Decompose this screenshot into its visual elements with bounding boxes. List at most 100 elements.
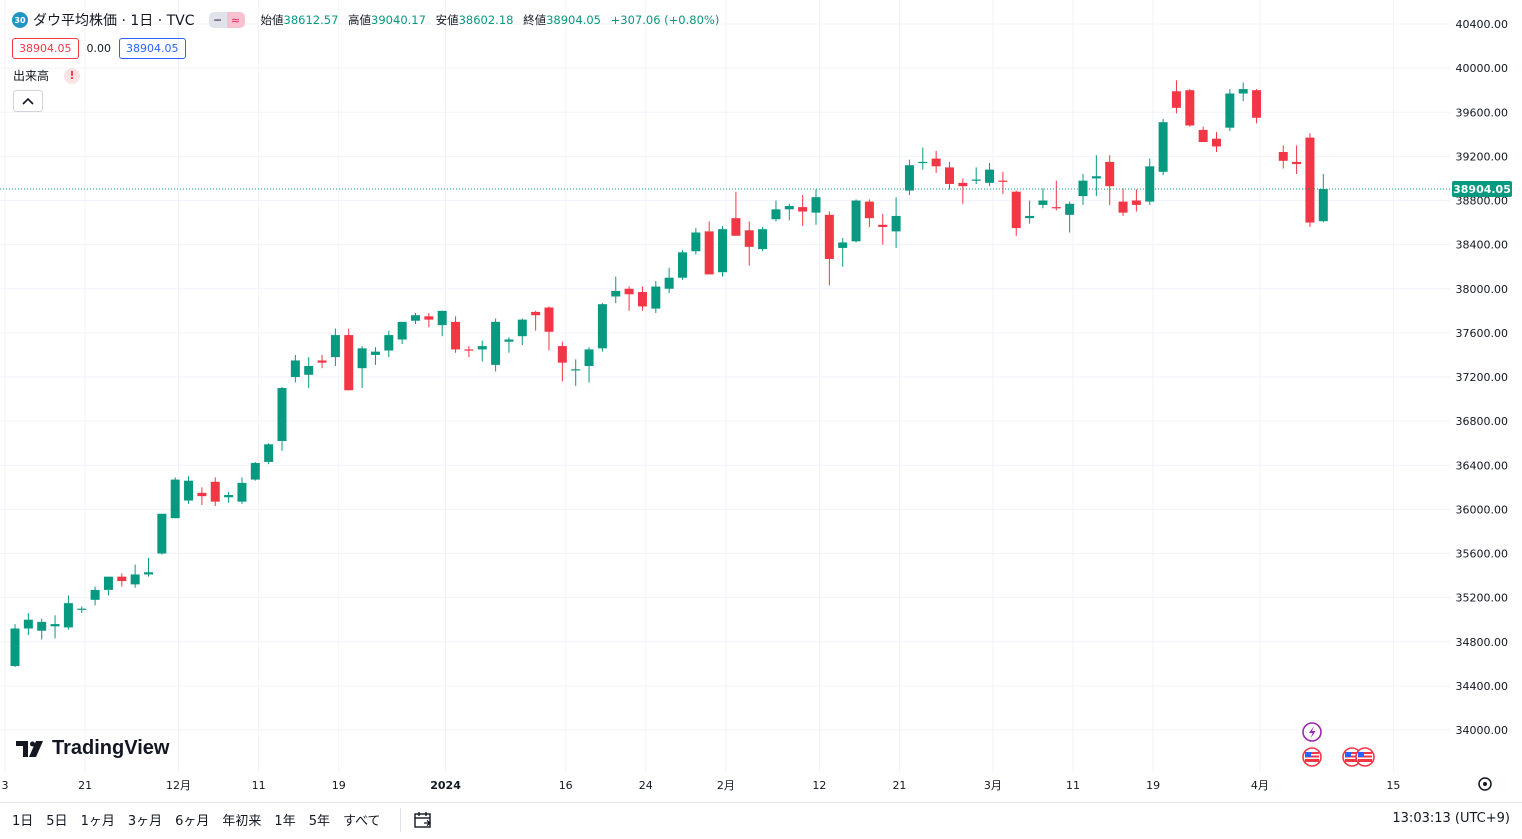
candle[interactable] — [637, 286, 647, 311]
range-6m[interactable]: 6ヶ月 — [175, 814, 210, 829]
candle[interactable] — [370, 347, 380, 365]
range-1d[interactable]: 1日 — [12, 814, 34, 829]
collapse-legend-button[interactable] — [13, 90, 43, 112]
candle[interactable] — [250, 461, 260, 481]
candle[interactable] — [210, 477, 220, 507]
candle[interactable] — [1185, 89, 1195, 127]
warning-icon[interactable]: ! — [64, 67, 81, 84]
candle[interactable] — [878, 213, 888, 245]
symbol-badge[interactable]: 30 — [12, 12, 28, 28]
candle[interactable] — [1278, 145, 1288, 169]
symbol-title[interactable]: ダウ平均株価 · 1日 · TVC — [33, 13, 195, 29]
candle[interactable] — [517, 318, 527, 346]
candle[interactable] — [1131, 189, 1141, 212]
candle[interactable] — [784, 203, 794, 221]
candle[interactable] — [1091, 155, 1101, 197]
candle[interactable] — [103, 576, 113, 596]
range-ytd[interactable]: 年初来 — [222, 814, 262, 829]
candle[interactable] — [758, 226, 768, 252]
range-3m[interactable]: 3ヶ月 — [127, 814, 163, 829]
candle[interactable] — [157, 513, 167, 555]
candle[interactable] — [424, 313, 434, 328]
candle[interactable] — [77, 606, 87, 614]
range-5d[interactable]: 5日 — [46, 814, 68, 829]
settings-icon[interactable] — [1478, 777, 1492, 791]
clock-timezone[interactable]: 13:03:13 (UTC+9) — [1392, 811, 1510, 826]
candle[interactable] — [744, 221, 754, 266]
candle[interactable] — [958, 178, 968, 204]
candle[interactable] — [304, 357, 314, 389]
candle[interactable] — [1318, 174, 1328, 223]
candle[interactable] — [611, 276, 621, 304]
candle[interactable] — [464, 346, 474, 358]
candle[interactable] — [838, 238, 848, 267]
candle[interactable] — [571, 359, 581, 386]
volume-label[interactable]: 出来高 — [13, 69, 50, 83]
candle[interactable] — [504, 337, 514, 353]
candle[interactable] — [891, 197, 901, 248]
range-1m[interactable]: 1ヶ月 — [80, 814, 115, 829]
candle[interactable] — [1105, 155, 1115, 205]
compare-toggle[interactable]: ━ ≈ — [208, 12, 245, 28]
candle[interactable] — [998, 171, 1008, 194]
candle[interactable] — [1011, 190, 1021, 236]
us-flag-icon[interactable] — [1355, 747, 1375, 767]
candle[interactable] — [277, 386, 287, 451]
minus-icon[interactable]: ━ — [208, 12, 227, 28]
candle[interactable] — [731, 191, 741, 236]
candle[interactable] — [224, 491, 234, 503]
candle[interactable] — [317, 354, 327, 369]
candle[interactable] — [584, 347, 594, 383]
candle[interactable] — [624, 286, 634, 311]
candle[interactable] — [811, 189, 821, 225]
candle[interactable] — [1252, 89, 1262, 124]
candle[interactable] — [664, 267, 674, 294]
candle[interactable] — [290, 354, 300, 383]
candle[interactable] — [491, 318, 501, 372]
range-5y[interactable]: 5年 — [308, 814, 330, 829]
candle[interactable] — [824, 211, 834, 286]
range-all[interactable]: すべて — [342, 814, 381, 829]
candle[interactable] — [531, 310, 541, 331]
buy-button[interactable]: 38904.05 — [119, 38, 186, 59]
candle[interactable] — [117, 573, 127, 587]
candle[interactable] — [437, 310, 447, 337]
candle[interactable] — [544, 306, 554, 351]
lightning-icon[interactable] — [1302, 722, 1322, 742]
candle[interactable] — [945, 161, 954, 190]
candle[interactable] — [1292, 145, 1302, 175]
candle[interactable] — [704, 221, 714, 275]
candle[interactable] — [63, 595, 73, 630]
candle[interactable] — [798, 194, 808, 226]
candle[interactable] — [144, 557, 153, 577]
candle[interactable] — [557, 341, 567, 382]
candle[interactable] — [1238, 82, 1248, 102]
candle[interactable] — [918, 147, 928, 170]
candle[interactable] — [1158, 118, 1168, 176]
candle[interactable] — [691, 228, 701, 255]
candle[interactable] — [10, 624, 20, 668]
candle[interactable] — [1038, 188, 1048, 209]
candle[interactable] — [651, 281, 661, 314]
candle[interactable] — [184, 476, 194, 504]
candle[interactable] — [597, 303, 607, 352]
candle[interactable] — [237, 477, 247, 504]
candle[interactable] — [1171, 80, 1181, 114]
approx-icon[interactable]: ≈ — [226, 12, 245, 28]
candle[interactable] — [397, 321, 407, 344]
candle[interactable] — [718, 225, 728, 277]
candle[interactable] — [344, 328, 354, 391]
candle[interactable] — [411, 313, 420, 325]
candle[interactable] — [1065, 201, 1075, 233]
goto-date-button[interactable] — [412, 809, 434, 835]
candle[interactable] — [330, 328, 340, 366]
candle[interactable] — [50, 615, 60, 639]
candle[interactable] — [1212, 132, 1221, 152]
candle[interactable] — [23, 613, 33, 636]
candle[interactable] — [1118, 188, 1128, 216]
candle[interactable] — [1198, 126, 1208, 143]
candle[interactable] — [1145, 158, 1155, 205]
candle[interactable] — [1225, 89, 1235, 132]
tradingview-logo[interactable]: TradingView — [16, 737, 169, 760]
